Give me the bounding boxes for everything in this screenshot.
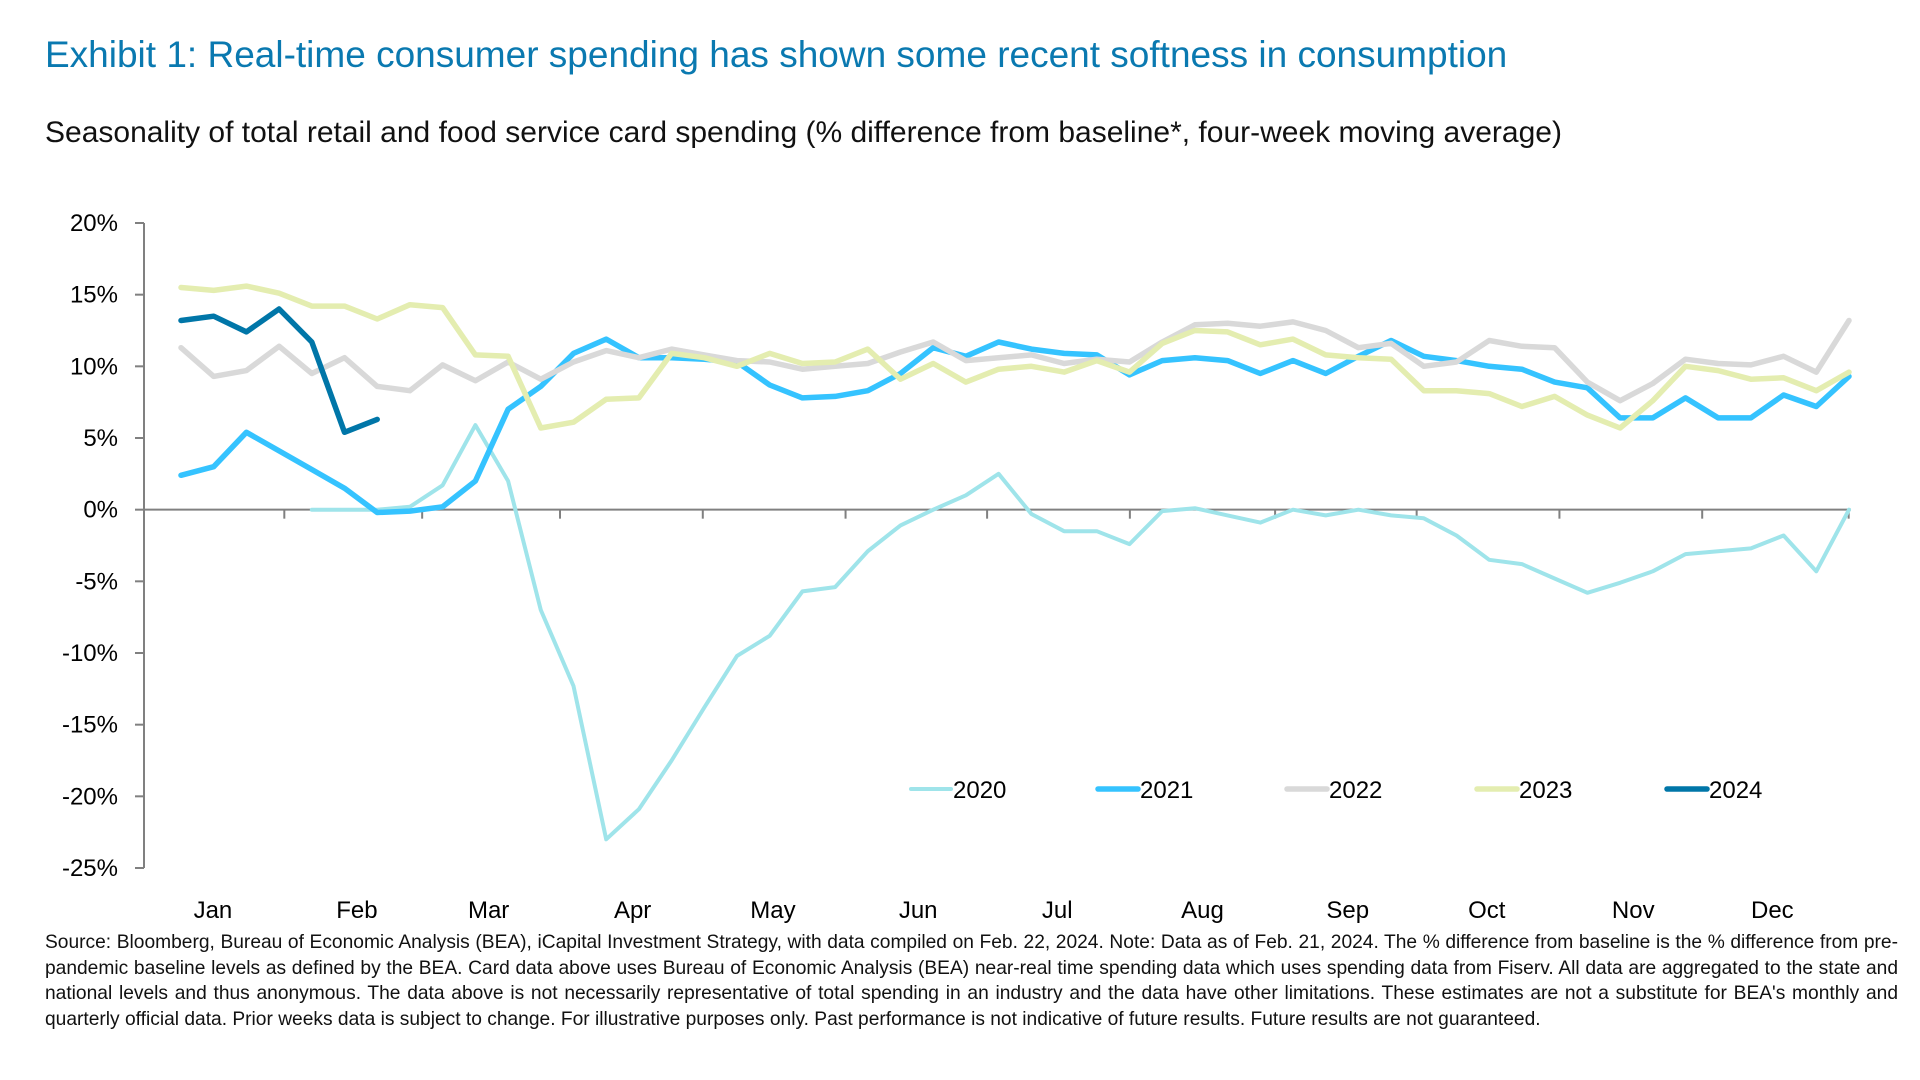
x-tick-label-jun: Jun — [899, 897, 938, 924]
source-footnote: Source: Bloomberg, Bureau of Economic An… — [45, 932, 1898, 1030]
series-lines — [178, 283, 1852, 842]
x-tick-label-apr: Apr — [614, 897, 651, 924]
series-line-2024 — [178, 306, 380, 436]
legend-label-2023: 2023 — [1519, 777, 1572, 804]
y-tick-label: 0% — [83, 497, 118, 524]
legend-label-2020: 2020 — [953, 777, 1006, 804]
series-line-2023 — [178, 283, 1852, 431]
y-axis-labels: 20% 15% 10% 5% 0% -5% -10% -15% -20% -25% — [62, 210, 118, 882]
chart-axes — [135, 222, 1851, 869]
series-line-2020 — [309, 423, 1851, 842]
y-tick-label: -10% — [62, 640, 118, 667]
x-tick-label-nov: Nov — [1612, 897, 1655, 924]
x-tick-label-jul: Jul — [1042, 897, 1073, 924]
y-tick-label: -15% — [62, 712, 118, 739]
chart-subtitle: Seasonality of total retail and food ser… — [45, 116, 1562, 149]
x-tick-label-dec: Dec — [1751, 897, 1794, 924]
series-line-2021 — [178, 336, 1852, 516]
series-line-2022 — [178, 317, 1852, 404]
y-tick-label: -20% — [62, 783, 118, 810]
x-axis-labels: Jan Feb Mar Apr May Jun Jul Aug Sep Oct Nov Dec — [194, 897, 1794, 924]
x-tick-label-mar: Mar — [468, 897, 509, 924]
x-tick-label-oct: Oct — [1468, 897, 1506, 924]
y-tick-label: -5% — [75, 568, 118, 595]
y-tick-label: 10% — [70, 353, 118, 380]
x-tick-label-may: May — [750, 897, 795, 924]
legend-label-2022: 2022 — [1329, 777, 1382, 804]
x-tick-label-jan: Jan — [194, 897, 233, 924]
legend: 2020 2021 2022 2023 2024 — [909, 777, 1762, 804]
y-tick-label: 15% — [70, 282, 118, 309]
y-tick-label: 20% — [70, 210, 118, 237]
legend-label-2021: 2021 — [1140, 777, 1193, 804]
x-tick-label-aug: Aug — [1181, 897, 1224, 924]
x-tick-label-sep: Sep — [1326, 897, 1369, 924]
y-tick-label: -25% — [62, 855, 118, 882]
y-tick-label: 5% — [83, 425, 118, 452]
page-title: Exhibit 1: Real-time consumer spending h… — [45, 34, 1508, 75]
x-tick-label-feb: Feb — [336, 897, 377, 924]
legend-label-2024: 2024 — [1709, 777, 1762, 804]
